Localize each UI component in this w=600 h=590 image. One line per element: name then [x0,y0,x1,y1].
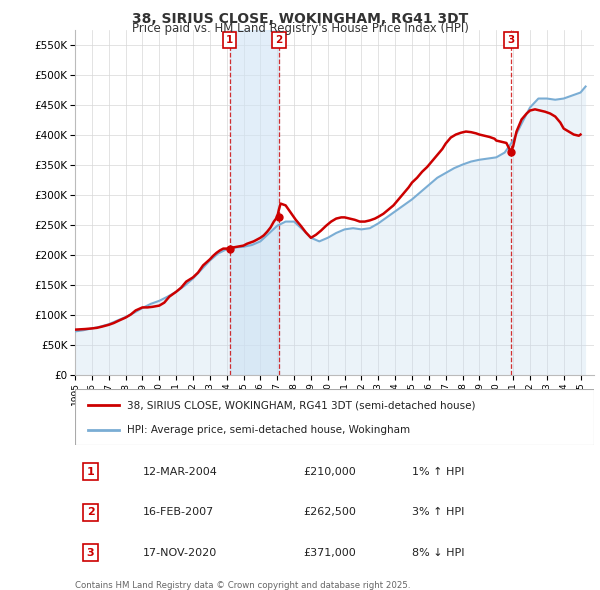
Text: 3% ↑ HPI: 3% ↑ HPI [412,507,465,517]
Text: 2: 2 [86,507,94,517]
Text: 17-NOV-2020: 17-NOV-2020 [142,548,217,558]
Text: 16-FEB-2007: 16-FEB-2007 [142,507,214,517]
Text: 8% ↓ HPI: 8% ↓ HPI [412,548,465,558]
Text: £210,000: £210,000 [304,467,356,477]
Text: £262,500: £262,500 [304,507,356,517]
Text: 38, SIRIUS CLOSE, WOKINGHAM, RG41 3DT (semi-detached house): 38, SIRIUS CLOSE, WOKINGHAM, RG41 3DT (s… [127,400,475,410]
Text: 1% ↑ HPI: 1% ↑ HPI [412,467,465,477]
Text: 3: 3 [87,548,94,558]
Text: HPI: Average price, semi-detached house, Wokingham: HPI: Average price, semi-detached house,… [127,425,410,435]
Bar [230,30,279,375]
Text: £371,000: £371,000 [304,548,356,558]
Text: 3: 3 [508,35,515,45]
Text: Contains HM Land Registry data © Crown copyright and database right 2025.
This d: Contains HM Land Registry data © Crown c… [75,581,410,590]
Text: 38, SIRIUS CLOSE, WOKINGHAM, RG41 3DT: 38, SIRIUS CLOSE, WOKINGHAM, RG41 3DT [132,12,468,26]
Text: Price paid vs. HM Land Registry's House Price Index (HPI): Price paid vs. HM Land Registry's House … [131,22,469,35]
Text: 1: 1 [86,467,94,477]
Text: 12-MAR-2004: 12-MAR-2004 [142,467,217,477]
Text: 2: 2 [275,35,283,45]
Text: 1: 1 [226,35,233,45]
